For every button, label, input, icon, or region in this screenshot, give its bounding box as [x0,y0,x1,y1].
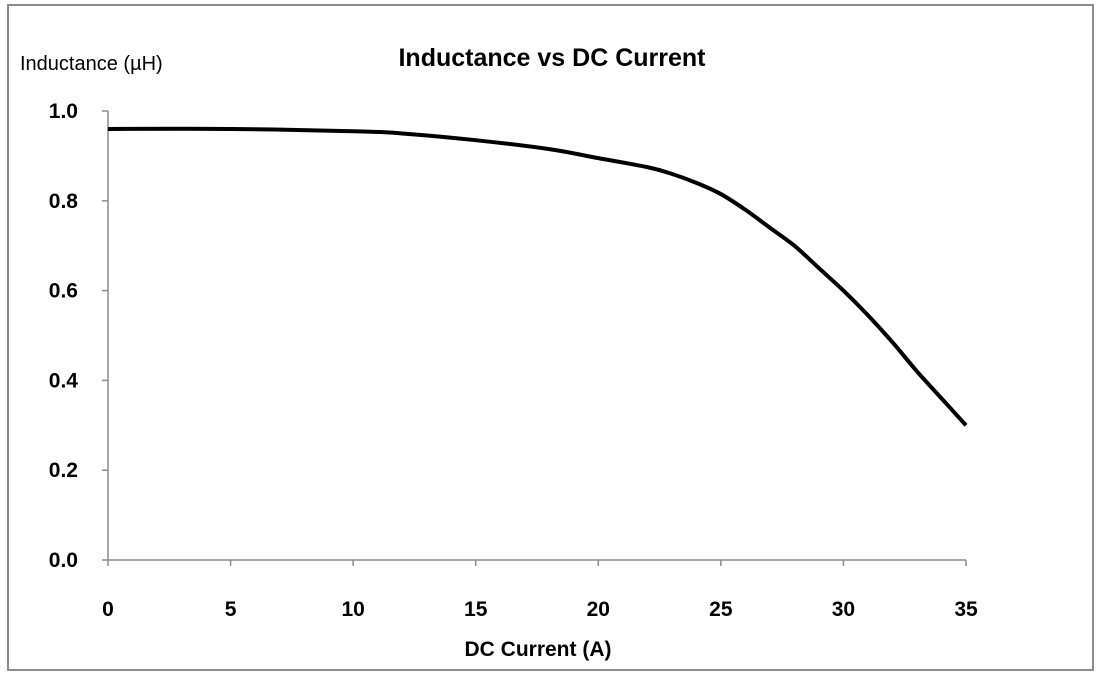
x-tick-label: 30 [832,598,855,621]
x-tick-label: 35 [954,598,978,621]
y-tick-label: 1.0 [49,100,78,123]
axes [102,110,967,566]
tick-labels: 0.0 0.2 0.4 0.6 0.8 1.0 0 5 10 15 20 25 30 35 [49,100,978,621]
y-tick-label: 0.2 [49,459,78,482]
x-tick-label: 5 [225,598,237,621]
y-axis-title: Inductance (µH) [20,53,163,75]
series-lines [107,126,968,427]
chart-title: Inductance vs DC Current [398,44,706,72]
x-axis-title: DC Current (A) [465,638,612,661]
x-tick-label: 0 [102,598,114,621]
x-tick-label: 25 [709,598,733,621]
x-tick-label: 10 [341,598,364,621]
series-line [107,126,968,427]
x-tick-label: 15 [464,598,488,621]
y-tick-label: 0.6 [49,280,78,303]
y-tick-label: 0.8 [49,190,79,213]
y-tick-label: 0.0 [49,549,78,572]
y-tick-label: 0.4 [49,369,79,392]
x-tick-label: 20 [587,598,610,621]
